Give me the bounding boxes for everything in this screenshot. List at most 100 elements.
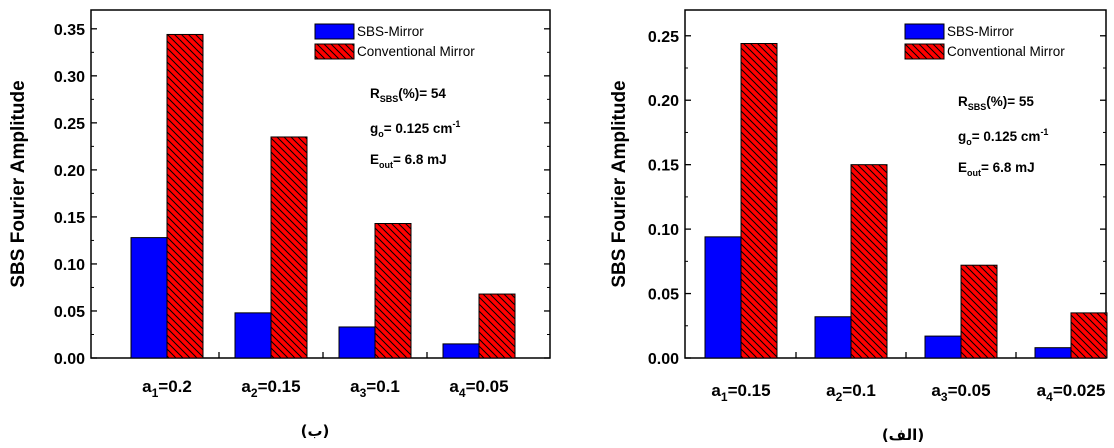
bar-sbs-mirror bbox=[814, 316, 852, 359]
category-value: =0.025 bbox=[1053, 381, 1105, 400]
annotation-r-main: R bbox=[958, 94, 968, 109]
category-subscript: 3 bbox=[941, 390, 948, 404]
bar-sbs-mirror bbox=[234, 312, 272, 359]
y-tick-label: 0.05 bbox=[648, 287, 679, 304]
legend-swatch bbox=[904, 23, 945, 40]
bar-conventional-mirror bbox=[374, 223, 412, 359]
category-label: a4=0.05 bbox=[449, 377, 508, 400]
category-var: a bbox=[1037, 381, 1047, 400]
bar-conventional-mirror bbox=[1070, 312, 1108, 359]
category-var: a bbox=[931, 381, 941, 400]
annotation-r-main: R bbox=[370, 86, 380, 101]
annotation-g-sup: -1 bbox=[452, 119, 460, 129]
bar-conventional-mirror bbox=[960, 264, 998, 359]
annotation-e-main: E bbox=[370, 152, 379, 167]
y-tick-label: 0.25 bbox=[648, 29, 679, 46]
annotation-g-sup: -1 bbox=[1040, 127, 1048, 137]
category-subscript: 1 bbox=[152, 386, 159, 400]
y-tick-label: 0.00 bbox=[54, 351, 85, 368]
annotation-g-main: g bbox=[958, 129, 966, 144]
category-var: a bbox=[711, 381, 721, 400]
bar-sbs-mirror bbox=[1034, 347, 1072, 359]
category-value: =0.1 bbox=[842, 381, 876, 400]
category-value: =0.1 bbox=[366, 377, 400, 396]
bar-conventional-mirror bbox=[166, 33, 204, 359]
category-var: a bbox=[449, 377, 459, 396]
category-value: =0.15 bbox=[258, 377, 301, 396]
right-chart: 0.00 0.05 0.10 0.15 0.20 0.25 SBS Fourier Ampl… bbox=[609, 9, 1108, 444]
y-tick-label: 0.10 bbox=[54, 257, 85, 274]
bar-conventional-mirror bbox=[740, 43, 778, 359]
category-var: a bbox=[142, 377, 152, 396]
annotation-r-rest: (%)= 54 bbox=[398, 86, 446, 101]
y-tick-label: 0.15 bbox=[648, 158, 679, 175]
bar-sbs-mirror bbox=[130, 237, 168, 359]
bar-conventional-mirror bbox=[478, 293, 516, 359]
category-label: a4=0.025 bbox=[1037, 381, 1106, 404]
bar-sbs-mirror bbox=[924, 335, 962, 359]
y-tick-label: 0.05 bbox=[54, 304, 85, 321]
legend-swatch bbox=[314, 23, 355, 40]
bar-conventional-mirror bbox=[850, 164, 888, 359]
annotation-g-main: g bbox=[370, 121, 378, 136]
category-subscript: 4 bbox=[1046, 390, 1053, 404]
annotation-reflectivity: RSBS(%)= 54 bbox=[370, 86, 446, 104]
annotation-r-sub: SBS bbox=[380, 94, 399, 104]
annotation-e-sub: out bbox=[967, 168, 981, 178]
category-var: a bbox=[350, 377, 360, 396]
category-label: a3=0.1 bbox=[350, 377, 400, 400]
annotation-e-sub: out bbox=[379, 160, 393, 170]
category-value: =0.2 bbox=[158, 377, 192, 396]
annotation-gain: go= 0.125 cm-1 bbox=[370, 119, 460, 139]
left-chart: 0.00 0.05 0.10 0.15 0.20 0.25 0.30 0.35 SBS Four… bbox=[8, 9, 551, 440]
category-var: a bbox=[826, 381, 836, 400]
plot-frame bbox=[90, 9, 551, 359]
annotation-r-rest: (%)= 55 bbox=[986, 94, 1034, 109]
legend-label: Conventional Mirror bbox=[357, 44, 475, 59]
legend-label: SBS-Mirror bbox=[947, 24, 1014, 39]
annotation-g-sub: o bbox=[966, 137, 972, 147]
plot-frame bbox=[684, 9, 1107, 359]
y-tick-label: 0.00 bbox=[648, 351, 679, 368]
y-tick-label: 0.10 bbox=[648, 222, 679, 239]
panel-label: (الف) bbox=[882, 426, 924, 444]
legend-swatch bbox=[904, 43, 945, 60]
category-subscript: 1 bbox=[721, 390, 728, 404]
bar-sbs-mirror bbox=[442, 343, 480, 359]
category-value: =0.05 bbox=[466, 377, 509, 396]
annotation-e-rest: = 6.8 mJ bbox=[393, 152, 447, 167]
category-label: a1=0.15 bbox=[711, 381, 770, 404]
annotation-energy: Eout= 6.8 mJ bbox=[370, 152, 447, 170]
annotation-e-rest: = 6.8 mJ bbox=[981, 160, 1035, 175]
category-subscript: 2 bbox=[836, 390, 843, 404]
y-tick-label: 0.20 bbox=[54, 163, 85, 180]
category-var: a bbox=[241, 377, 251, 396]
category-label: a2=0.1 bbox=[826, 381, 876, 404]
bar-sbs-mirror bbox=[704, 236, 742, 359]
y-tick-label: 0.25 bbox=[54, 116, 85, 133]
y-axis-label: SBS Fourier Amplitude bbox=[609, 80, 630, 287]
annotation-g-sub: o bbox=[378, 129, 384, 139]
y-tick-label: 0.20 bbox=[648, 93, 679, 110]
category-subscript: 4 bbox=[459, 386, 466, 400]
annotation-e-main: E bbox=[958, 160, 967, 175]
legend-label: Conventional Mirror bbox=[947, 44, 1065, 59]
category-subscript: 2 bbox=[251, 386, 258, 400]
annotation-gain: go= 0.125 cm-1 bbox=[958, 127, 1048, 147]
category-subscript: 3 bbox=[360, 386, 367, 400]
category-label: a3=0.05 bbox=[931, 381, 990, 404]
category-label: a1=0.2 bbox=[142, 377, 192, 400]
y-tick-label: 0.35 bbox=[54, 22, 85, 39]
annotation-g-rest: = 0.125 cm bbox=[384, 121, 453, 136]
bar-conventional-mirror bbox=[270, 136, 308, 359]
annotation-reflectivity: RSBS(%)= 55 bbox=[958, 94, 1034, 112]
y-tick-label: 0.15 bbox=[54, 210, 85, 227]
annotation-energy: Eout= 6.8 mJ bbox=[958, 160, 1035, 178]
legend-swatch bbox=[314, 43, 355, 60]
y-axis-label: SBS Fourier Amplitude bbox=[8, 80, 29, 287]
category-label: a2=0.15 bbox=[241, 377, 300, 400]
y-tick-label: 0.30 bbox=[54, 69, 85, 86]
panel-label: (ب) bbox=[301, 422, 330, 440]
annotation-g-rest: = 0.125 cm bbox=[972, 129, 1041, 144]
legend-label: SBS-Mirror bbox=[357, 24, 424, 39]
